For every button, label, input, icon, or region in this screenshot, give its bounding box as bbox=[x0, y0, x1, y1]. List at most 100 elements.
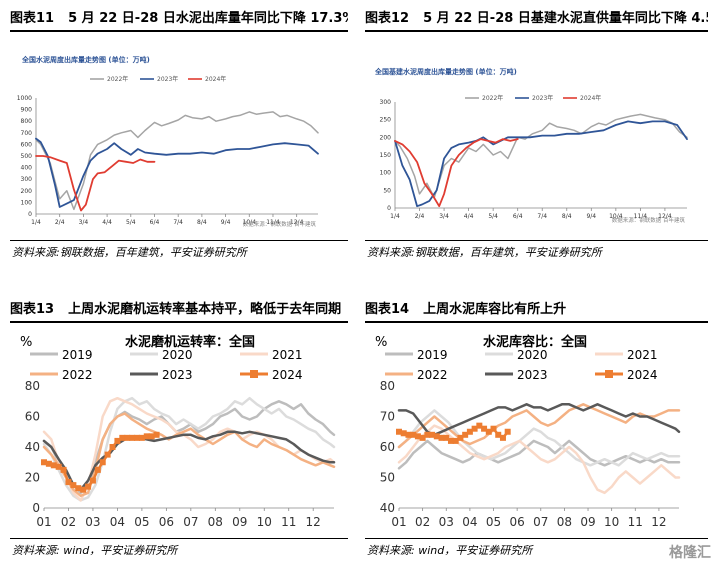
data-point-marker bbox=[143, 433, 150, 440]
chart-mill-operating-rate: 水泥磨机运转率：全国% 0 20 40 60 80 01 02 03 04 05 06 07 08 09 10… bbox=[20, 334, 336, 529]
series-line-2023 bbox=[42, 430, 336, 491]
legend-label: 2020 bbox=[517, 348, 548, 362]
y-axis-unit-label: % bbox=[375, 335, 387, 350]
data-point-marker bbox=[75, 485, 82, 492]
y-tick-label: 100 bbox=[21, 199, 33, 206]
y-tick-label: 0 bbox=[28, 211, 32, 218]
data-point-marker bbox=[424, 431, 431, 438]
y-tick-label: 50 bbox=[383, 187, 391, 194]
source-note: 资料来源:钢联数据，百年建筑，平安证券研究所 bbox=[367, 246, 602, 259]
y-tick-label: 80 bbox=[380, 379, 395, 393]
data-point-marker bbox=[133, 434, 140, 441]
source-note: 资料来源:钢联数据，百年建筑，平安证券研究所 bbox=[12, 246, 247, 259]
legend-label: 2024年 bbox=[580, 94, 601, 102]
watermark-logo: 格隆汇 bbox=[669, 545, 711, 561]
y-tick-label: 60 bbox=[380, 440, 395, 454]
source-note: 资料来源: wind，平安证券研究所 bbox=[367, 544, 533, 557]
legend-label: 2019 bbox=[62, 348, 93, 362]
x-tick-label: 3/4 bbox=[439, 213, 449, 220]
x-tick-label: 10/4 bbox=[609, 213, 623, 220]
source-divider bbox=[365, 538, 708, 539]
x-tick-label: 01 bbox=[36, 515, 51, 529]
data-point-marker bbox=[419, 434, 426, 441]
chart-footnote: 数据来源：钢联数据 百年建筑 bbox=[612, 216, 686, 224]
data-point-marker bbox=[400, 430, 407, 437]
source-note: 资料来源: wind，平安证券研究所 bbox=[12, 544, 178, 557]
legend-label: 2024 bbox=[627, 368, 658, 382]
legend-label: 2024年 bbox=[205, 75, 226, 83]
data-point-marker bbox=[45, 460, 52, 467]
data-point-marker bbox=[60, 466, 67, 473]
data-point-marker bbox=[457, 434, 464, 441]
x-tick-label: 8/4 bbox=[562, 213, 572, 220]
legend-label: 2020 bbox=[162, 348, 193, 362]
legend-marker bbox=[250, 370, 258, 378]
panel-header-11: 图表11 5 月 22 日-28 日水泥出库量年同比下降 17.3% bbox=[10, 8, 348, 32]
y-tick-label: 400 bbox=[21, 165, 33, 172]
x-tick-label: 12/4 bbox=[658, 213, 672, 220]
chart-cement-shipments: 全国水泥周度出库量走势图 (单位：万吨) 0 100 200 300 400 500 600 7… bbox=[17, 55, 319, 228]
x-tick-label: 5/4 bbox=[488, 213, 498, 220]
data-point-marker bbox=[485, 428, 492, 435]
y-axis-unit-label: % bbox=[20, 335, 32, 350]
x-tick-label: 06 bbox=[159, 515, 174, 529]
y-tick-label: 250 bbox=[380, 117, 392, 124]
chart-title: 全国水泥周度出库量走势图 (单位：万吨) bbox=[21, 55, 150, 64]
x-tick-label: 11 bbox=[281, 515, 296, 529]
y-tick-label: 150 bbox=[380, 152, 392, 159]
x-tick-label: 04 bbox=[110, 515, 125, 529]
data-point-marker bbox=[471, 425, 478, 432]
legend-label: 2023 bbox=[162, 368, 193, 382]
data-point-marker bbox=[476, 422, 483, 429]
y-tick-label: 300 bbox=[380, 99, 392, 106]
x-tick-label: 1/4 bbox=[390, 213, 400, 220]
x-tick-label: 04 bbox=[462, 515, 477, 529]
y-tick-label: 40 bbox=[25, 440, 40, 454]
legend-label: 2023 bbox=[517, 368, 548, 382]
source-divider bbox=[365, 240, 708, 241]
x-tick-label: 08 bbox=[208, 515, 223, 529]
x-tick-label: 12/4 bbox=[290, 219, 304, 226]
x-tick-label: 2/4 bbox=[55, 219, 65, 226]
x-tick-label: 02 bbox=[415, 515, 430, 529]
y-tick-label: 800 bbox=[21, 118, 33, 125]
data-point-marker bbox=[438, 434, 445, 441]
legend-label: 2024 bbox=[272, 368, 303, 382]
figure-title: 上周水泥库容比有所上升 bbox=[423, 302, 567, 317]
data-point-marker bbox=[148, 433, 155, 440]
data-point-marker bbox=[462, 431, 469, 438]
legend-label: 2021 bbox=[627, 348, 658, 362]
data-point-marker bbox=[405, 431, 412, 438]
legend-marker bbox=[605, 370, 613, 378]
series-line-2024年 bbox=[35, 155, 156, 212]
x-tick-label: 9/4 bbox=[221, 219, 231, 226]
data-point-marker bbox=[124, 434, 131, 441]
figure-label: 图表14 bbox=[365, 302, 410, 317]
x-tick-label: 12 bbox=[306, 515, 321, 529]
legend-label: 2022年 bbox=[107, 75, 128, 83]
series-line-2021 bbox=[397, 424, 681, 495]
figure-label: 图表12 bbox=[365, 11, 410, 26]
x-tick-label: 1/4 bbox=[31, 219, 41, 226]
x-tick-label: 8/4 bbox=[197, 219, 207, 226]
figure-label: 图表13 bbox=[10, 302, 55, 317]
x-tick-label: 6/4 bbox=[513, 213, 523, 220]
y-tick-label: 60 bbox=[25, 410, 40, 424]
x-tick-label: 07 bbox=[183, 515, 198, 529]
x-tick-label: 09 bbox=[580, 515, 595, 529]
x-tick-label: 08 bbox=[557, 515, 572, 529]
x-tick-label: 9/4 bbox=[586, 213, 596, 220]
data-point-marker bbox=[65, 479, 72, 486]
data-point-marker bbox=[85, 483, 92, 490]
x-tick-label: 4/4 bbox=[102, 219, 112, 226]
x-tick-label: 01 bbox=[391, 515, 406, 529]
y-tick-label: 80 bbox=[25, 379, 40, 393]
legend-label: 2019 bbox=[417, 348, 448, 362]
data-point-marker bbox=[466, 428, 473, 435]
data-point-marker bbox=[443, 434, 450, 441]
x-tick-label: 5/4 bbox=[126, 219, 136, 226]
data-point-marker bbox=[89, 477, 96, 484]
series-line-2019 bbox=[397, 439, 681, 470]
x-tick-label: 11/4 bbox=[266, 219, 280, 226]
legend-label: 2022 bbox=[417, 368, 448, 382]
